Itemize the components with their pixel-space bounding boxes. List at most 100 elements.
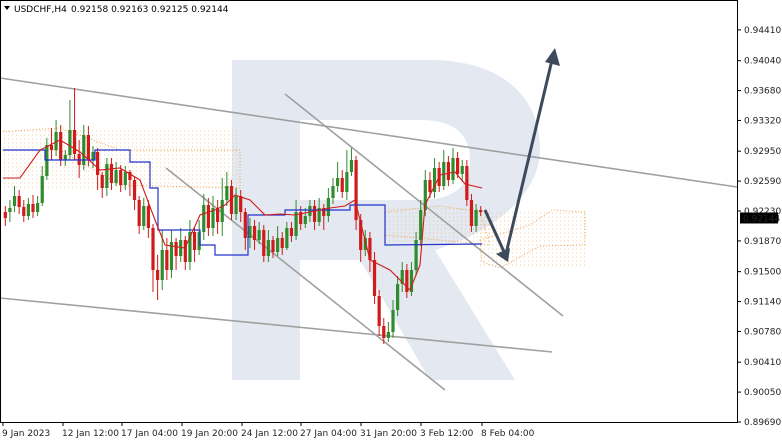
candle bbox=[294, 200, 298, 240]
y-tick-label: 0.92230 bbox=[744, 207, 781, 217]
candle-body bbox=[460, 166, 464, 174]
candle-body bbox=[96, 152, 100, 175]
candle bbox=[354, 156, 358, 230]
candle bbox=[266, 230, 270, 262]
candle bbox=[183, 236, 187, 270]
candle bbox=[105, 158, 109, 196]
watermark-shape bbox=[232, 60, 540, 380]
candle-body bbox=[36, 203, 40, 212]
candle-body bbox=[128, 172, 132, 180]
candle bbox=[206, 198, 210, 236]
y-tick-label: 0.93320 bbox=[744, 116, 781, 126]
candle-body bbox=[165, 250, 169, 270]
candle-body bbox=[220, 200, 224, 222]
candle-body bbox=[114, 170, 118, 183]
forecast-arrow-up bbox=[503, 59, 554, 259]
candle-body bbox=[414, 240, 418, 270]
candle bbox=[336, 162, 340, 192]
candle bbox=[100, 172, 104, 198]
candle-body bbox=[63, 155, 67, 160]
candle bbox=[151, 224, 155, 292]
candle-body bbox=[119, 170, 123, 185]
candle-body bbox=[123, 172, 127, 185]
x-tick-label: 9 Jan 2023 bbox=[2, 429, 50, 439]
candle bbox=[114, 162, 118, 186]
candle bbox=[303, 208, 307, 228]
candle bbox=[308, 200, 312, 222]
candle-body bbox=[409, 270, 414, 292]
candle bbox=[432, 158, 437, 198]
candle-body bbox=[400, 270, 404, 284]
cloud-mid-hatch bbox=[385, 208, 490, 242]
candle bbox=[317, 198, 321, 226]
candle-body bbox=[234, 196, 238, 214]
candle-body bbox=[100, 175, 104, 188]
x-tick-label: 17 Jan 04:00 bbox=[121, 429, 178, 439]
candle bbox=[188, 220, 192, 270]
candle-body bbox=[317, 208, 321, 222]
candle-body bbox=[469, 200, 474, 226]
tenkan-line bbox=[3, 139, 483, 291]
candle bbox=[276, 226, 280, 256]
forecast-arrows bbox=[483, 48, 560, 262]
candle bbox=[322, 204, 326, 230]
candle-body bbox=[31, 204, 35, 212]
indicator-lines bbox=[3, 139, 483, 291]
candle-body bbox=[396, 284, 400, 310]
x-tick-label: 19 Jan 20:00 bbox=[181, 429, 238, 439]
candle bbox=[8, 200, 12, 222]
candle bbox=[156, 255, 160, 300]
y-tick-label: 0.90410 bbox=[744, 358, 781, 368]
x-tick-label: 12 Jan 12:00 bbox=[62, 429, 119, 439]
candle-body bbox=[86, 135, 90, 160]
candle bbox=[386, 322, 390, 342]
candle-body bbox=[303, 216, 307, 224]
y-axis: 0.94410 0.94040 0.93680 0.93320 0.92950 0.925… bbox=[737, 26, 781, 428]
candle-body bbox=[377, 296, 381, 326]
y-tick-label: 0.91870 bbox=[744, 237, 781, 247]
candle bbox=[451, 148, 455, 184]
x-axis: 9 Jan 2023 12 Jan 12:00 17 Jan 04:00 19 Jan… bbox=[2, 422, 535, 439]
candle-body bbox=[465, 166, 469, 200]
candle bbox=[26, 198, 30, 220]
candle bbox=[326, 188, 330, 222]
candle bbox=[271, 236, 275, 258]
candle bbox=[419, 200, 423, 246]
candle-body bbox=[49, 145, 54, 150]
dropdown-triangle-icon[interactable] bbox=[4, 6, 10, 10]
candle-body bbox=[156, 270, 160, 280]
candle-body bbox=[386, 332, 390, 338]
candle-body bbox=[142, 206, 146, 226]
channel-line bbox=[0, 297, 553, 353]
candle bbox=[469, 194, 474, 232]
y-tick-label: 0.94040 bbox=[744, 57, 781, 67]
candle bbox=[54, 120, 58, 156]
candle-body bbox=[363, 238, 367, 250]
candle-body bbox=[68, 130, 72, 155]
candle-body bbox=[285, 228, 289, 248]
candle bbox=[465, 160, 469, 206]
candle bbox=[396, 276, 400, 316]
candle-body bbox=[271, 240, 275, 252]
candle bbox=[372, 252, 377, 304]
candle bbox=[142, 198, 146, 230]
candle-body bbox=[105, 164, 109, 188]
candle-body bbox=[289, 228, 294, 236]
candle bbox=[289, 222, 294, 242]
candle-body bbox=[432, 168, 437, 192]
candle-body bbox=[349, 160, 354, 172]
candle-body bbox=[359, 220, 363, 250]
candle bbox=[280, 232, 284, 255]
candle-body bbox=[391, 310, 395, 332]
x-tick-label: 24 Jan 12:00 bbox=[241, 429, 298, 439]
candle-body bbox=[132, 180, 137, 200]
candle-body bbox=[137, 200, 141, 226]
candle-body bbox=[8, 208, 12, 212]
candle-body bbox=[423, 180, 427, 210]
candle bbox=[146, 200, 150, 238]
candle bbox=[382, 318, 386, 344]
candle-body bbox=[109, 164, 114, 183]
candle bbox=[165, 238, 169, 280]
candle-body bbox=[160, 250, 164, 280]
